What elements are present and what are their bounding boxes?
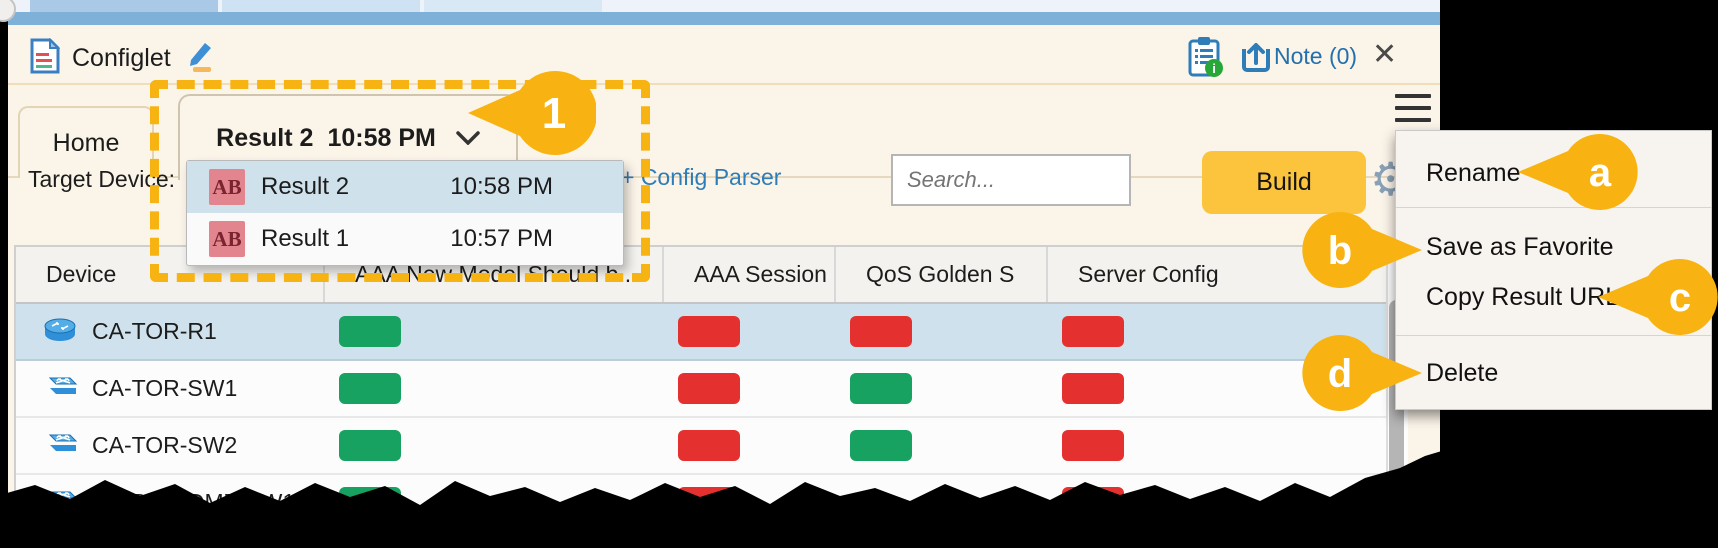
build-button[interactable]: Build xyxy=(1202,151,1366,214)
menu-item-copy-result-url[interactable]: Copy Result URL xyxy=(1426,283,1620,311)
menu-item-save-as-favorite[interactable]: Save as Favorite xyxy=(1426,233,1614,261)
edit-pencil-icon[interactable] xyxy=(183,40,213,77)
callout-1-label: 1 xyxy=(542,89,566,138)
callout-b: b xyxy=(1302,212,1422,288)
switch-icon xyxy=(42,488,78,518)
switch-icon xyxy=(42,431,78,461)
menu-item-delete[interactable]: Delete xyxy=(1426,359,1499,387)
device-name: CA-TOR-SW2 xyxy=(92,432,238,458)
tab-home-label: Home xyxy=(52,128,120,157)
callout-d-label: d xyxy=(1328,352,1352,396)
status-badge xyxy=(678,487,740,518)
table-row[interactable]: CA-TOR-SW1 xyxy=(16,361,1406,418)
menu-item-rename[interactable]: Rename xyxy=(1426,159,1521,187)
dropdown-item-time: 10:58 PM xyxy=(450,173,553,200)
status-badge xyxy=(1062,487,1124,518)
status-badge xyxy=(678,316,740,347)
search-box[interactable] xyxy=(891,154,1201,206)
menu-hamburger-icon[interactable] xyxy=(1395,94,1431,126)
status-badge xyxy=(1062,373,1124,404)
chevron-down-icon[interactable] xyxy=(456,131,480,145)
col-header-device[interactable]: Device xyxy=(16,247,325,302)
annotation-dashed-box xyxy=(150,80,650,282)
browser-tab-fragment xyxy=(222,0,420,12)
table-row[interactable]: CA-TOR-R1 xyxy=(16,304,1406,361)
status-badge xyxy=(850,373,912,404)
status-badge xyxy=(339,430,401,461)
close-icon[interactable]: ✕ xyxy=(1372,38,1398,71)
dropdown-item-time: 10:57 PM xyxy=(450,225,553,252)
status-badge xyxy=(339,487,401,518)
callout-c-label: c xyxy=(1669,276,1691,320)
dropdown-item-result-1[interactable]: AB Result 1 10:57 PM xyxy=(187,213,623,265)
callout-1: 1 xyxy=(468,71,596,155)
col-header-aaa-session[interactable]: AAA Session xyxy=(664,247,836,302)
status-badge xyxy=(1062,316,1124,347)
dropdown-item-name: Result 1 xyxy=(261,225,350,252)
device-name: CA-TOR-R1 xyxy=(92,318,217,344)
status-badge xyxy=(850,430,912,461)
panel-header: Configlet xyxy=(8,25,1440,85)
callout-b-label: b xyxy=(1328,229,1352,273)
switch-icon xyxy=(42,374,78,404)
device-name: CA-TOR-SW1 xyxy=(92,375,238,401)
ab-badge-icon: AB xyxy=(209,221,245,257)
menu-separator xyxy=(1396,335,1711,336)
results-table: Device AAA New Model Should b... AAA Ses… xyxy=(14,245,1408,532)
device-name: US-BOS-DMZ-SW1 xyxy=(92,489,296,515)
callout-c: c xyxy=(1598,259,1718,335)
status-badge xyxy=(1062,430,1124,461)
router-icon xyxy=(42,316,78,348)
dropdown-item-result-2[interactable]: AB Result 2 10:58 PM xyxy=(187,161,623,213)
table-row[interactable]: US-BOS-DMZ-SW1 xyxy=(16,475,1406,532)
status-badge xyxy=(850,316,912,347)
col-header-qos-golden[interactable]: QoS Golden S xyxy=(836,247,1048,302)
page-title: Configlet xyxy=(72,44,171,72)
browser-corner-fragment xyxy=(0,0,16,22)
note-link[interactable]: Note (0) xyxy=(1274,43,1358,69)
dropdown-item-name: Result 2 xyxy=(261,173,350,200)
status-badge xyxy=(678,373,740,404)
status-badge xyxy=(339,373,401,404)
status-badge xyxy=(678,430,740,461)
ab-badge-icon: AB xyxy=(209,169,245,205)
browser-tab-strip xyxy=(8,0,1440,12)
menu-separator xyxy=(1396,207,1711,208)
table-row[interactable]: CA-TOR-SW2 xyxy=(16,418,1406,475)
svg-text:i: i xyxy=(1212,61,1216,76)
callout-a: a xyxy=(1518,134,1638,210)
result-version-dropdown: AB Result 2 10:58 PM AB Result 1 10:57 P… xyxy=(186,160,624,266)
window-title-bar xyxy=(8,12,1440,25)
report-info-icon[interactable]: i xyxy=(1186,35,1226,84)
callout-d: d xyxy=(1302,335,1422,411)
search-input[interactable] xyxy=(905,166,1201,194)
result-tab-name: Result 2 xyxy=(216,123,314,152)
callout-a-label: a xyxy=(1589,151,1612,195)
browser-tab-fragment xyxy=(30,0,218,12)
export-icon[interactable] xyxy=(1238,39,1274,80)
configlet-document-icon xyxy=(30,37,61,79)
tab-strip-divider xyxy=(8,176,1440,178)
browser-tab-fragment xyxy=(424,0,602,12)
col-header-server-config[interactable]: Server Config xyxy=(1078,261,1219,287)
result-tab-time: 10:58 PM xyxy=(327,123,436,152)
status-badge xyxy=(339,316,401,347)
